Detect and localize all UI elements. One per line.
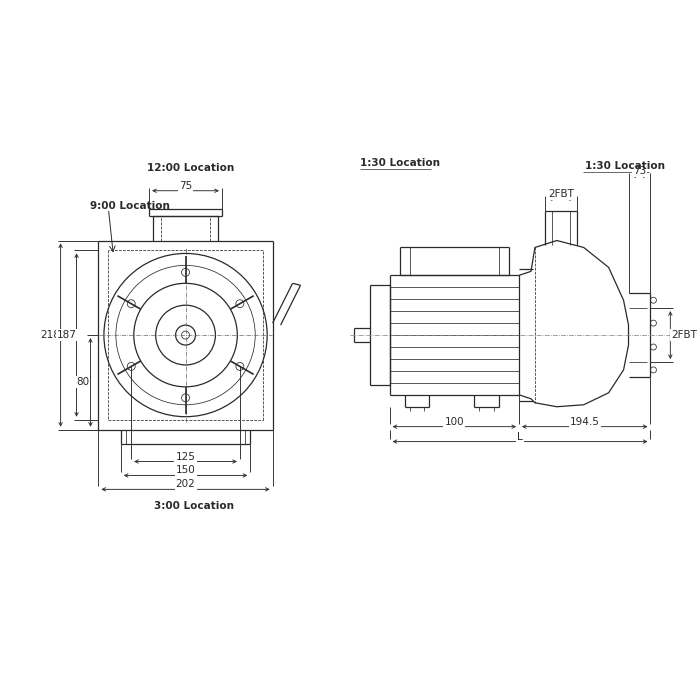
Text: 218: 218 [41, 330, 61, 340]
Text: 12:00 Location: 12:00 Location [147, 163, 234, 173]
Text: 9:00 Location: 9:00 Location [90, 201, 170, 211]
Text: 2FBT: 2FBT [548, 189, 574, 199]
Text: 194.5: 194.5 [570, 416, 600, 427]
Text: 202: 202 [176, 480, 195, 489]
Text: 1:30 Location: 1:30 Location [584, 161, 665, 171]
Text: 80: 80 [76, 377, 89, 387]
Text: 2FBT: 2FBT [671, 330, 697, 340]
Text: 75: 75 [179, 181, 193, 191]
Text: 187: 187 [57, 330, 76, 340]
Text: 1:30 Location: 1:30 Location [360, 158, 440, 168]
Text: 150: 150 [176, 466, 195, 475]
Text: L: L [517, 432, 523, 442]
Text: 3:00 Location: 3:00 Location [153, 501, 234, 511]
Text: 73: 73 [633, 166, 646, 176]
Text: 125: 125 [176, 452, 195, 461]
Text: 100: 100 [444, 416, 464, 427]
